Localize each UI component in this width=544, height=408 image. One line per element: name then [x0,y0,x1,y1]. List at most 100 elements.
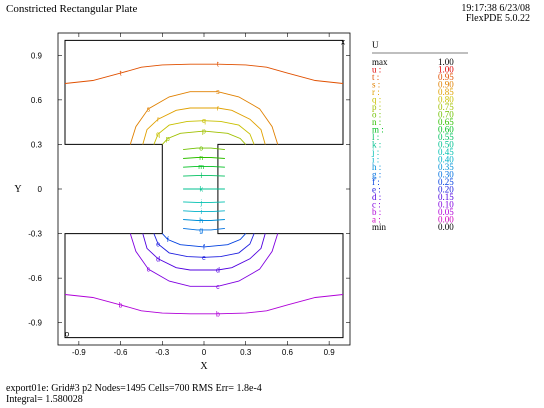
contour-line-l [183,175,225,177]
contour-label-e: e [202,255,206,262]
contour-label-f: f [203,244,205,251]
y-tick-label: -0.3 [28,230,42,239]
x-tick-label: 0.9 [324,348,336,357]
legend-label: min [372,222,387,232]
legend-value: 0.10 [438,200,454,210]
x-tick-label: -0.6 [114,348,128,357]
x-axis-label: X [200,361,208,372]
y-axis-label: Y [14,184,21,195]
contour-label-r: r [217,106,220,113]
x-tick-label: -0.9 [72,348,86,357]
legend-label: r : [372,87,380,97]
contour-line-g [183,227,225,231]
contour-line-o [183,147,225,151]
contour-label-n: n [199,155,203,162]
min-marker: o [65,330,70,339]
contour-label-e: e [156,241,160,248]
contour-label-s: s [147,106,151,113]
contour-label-g: g [199,227,203,234]
integral-info: Integral= 1.580028 [6,394,83,405]
contour-line-d [142,233,266,271]
legend-label: a : [372,215,381,225]
contour-line-h [183,219,225,221]
legend-label: i : [372,155,379,165]
contour-line-i [183,210,225,213]
legend-value: 0.00 [438,215,454,225]
plot-title: Constricted Rectangular Plate [6,3,138,15]
legend-value: 0.50 [438,140,454,150]
legend-label: f : [372,177,380,187]
contour-line-j [183,201,225,203]
contour-label-f: f [167,237,169,244]
contour-label-j: j [199,200,202,207]
legend-value: 0.30 [438,170,454,180]
legend-label: max [372,57,388,67]
legend-label: m : [372,125,384,135]
y-tick-label: 0.6 [31,96,43,105]
legend-label: p : [372,102,381,112]
contour-line-e [153,233,255,258]
legend-value: 0.20 [438,185,454,195]
contour-label-i: i [200,209,202,216]
contour-line-r [142,107,266,145]
legend-label: l : [372,132,379,142]
legend-value: 0.70 [438,110,454,120]
legend-label: c : [372,200,381,210]
contour-label-s: s [216,89,220,96]
contour-label-d: d [216,267,220,274]
grid-info: export01e: Grid#3 p2 Nodes=1495 Cells=70… [6,383,262,394]
contour-label-l: l [200,173,202,180]
contour-line-s [129,91,279,145]
y-tick-label: -0.9 [28,319,42,328]
legend-value: 0.65 [438,117,454,127]
legend-value: 0.15 [438,192,454,202]
contour-label-r: r [157,117,160,124]
legend-label: q : [372,95,381,105]
legend-label: u : [372,65,381,75]
y-tick-label: 0.9 [31,51,43,60]
legend-label: s : [372,80,380,90]
contour-label-c: c [147,267,151,274]
legend-value: 1.00 [438,57,454,67]
software-version: FlexPDE 5.0.22 [465,13,530,24]
legend-value: 0.40 [438,155,454,165]
contour-line-p [161,130,247,145]
y-tick-label: -0.6 [28,274,42,283]
legend-value: 0.35 [438,162,454,172]
contour-label-b: b [119,302,123,309]
legend-value: 0.80 [438,95,454,105]
legend-value: 0.00 [438,222,454,232]
x-tick-label: 0.3 [240,348,252,357]
legend-value: 0.45 [438,147,454,157]
max-marker: x [341,37,345,46]
contour-label-q: q [156,132,160,139]
legend-label: j : [371,147,379,157]
contour-line-t [64,63,344,84]
legend-label: o : [372,110,381,120]
x-tick-label: 0.6 [282,348,294,357]
legend-value: 0.95 [438,72,454,82]
contour-label-b: b [216,311,220,318]
contour-label-t: t [217,62,219,69]
contour-line-b [64,294,344,315]
legend-value: 0.90 [438,80,454,90]
contour-line-q [153,120,255,145]
timestamp: 19:17:38 6/23/08 [461,3,530,14]
legend-value: 0.05 [438,207,454,217]
contour-line-m [183,165,225,168]
legend-label: n : [372,117,381,127]
legend-label: d : [372,192,381,202]
legend-label: t : [372,72,379,82]
legend-value: 1.00 [438,65,454,75]
contour-label-k: k [199,187,203,194]
legend-value: 0.75 [438,102,454,112]
contour-line-f [161,233,247,248]
legend-label: k : [372,140,381,150]
legend-value: 0.55 [438,132,454,142]
legend-value: 0.85 [438,87,454,97]
legend-value: 0.25 [438,177,454,187]
contour-label-d: d [156,256,160,263]
x-tick-label: -0.3 [155,348,169,357]
legend-label: e : [372,185,381,195]
